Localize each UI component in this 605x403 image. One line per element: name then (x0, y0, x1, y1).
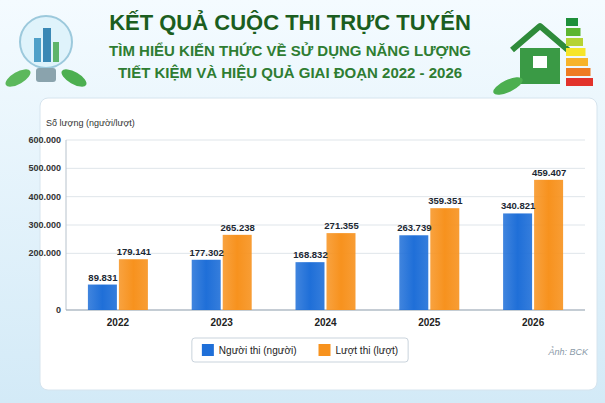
y-axis-title: Số lượng (người/lượt) (46, 118, 135, 128)
grid-line (66, 140, 585, 141)
panel (40, 98, 597, 390)
data-label: 459.407 (532, 167, 566, 178)
chart: KẾT QUẢ CUỘC THI TRỰC TUYẾN TÌM HIỂU KIẾN… (0, 0, 605, 403)
y-tick-label: 0 (56, 305, 61, 315)
data-label: 263.739 (397, 222, 431, 233)
bars (88, 180, 563, 310)
leaf (59, 66, 89, 90)
rating-bar (566, 38, 583, 46)
background (0, 0, 605, 403)
bulb-glass (20, 16, 72, 68)
house-icon (491, 18, 593, 98)
y-axis-line (66, 140, 67, 310)
data-label: 271.355 (324, 220, 359, 231)
data-label: 177.302 (190, 247, 224, 258)
legend-label: Người thi (người) (219, 345, 297, 356)
rating-bar (566, 58, 588, 66)
y-tick-label: 600.000 (28, 135, 61, 145)
x-tick-label: 2023 (211, 317, 234, 328)
house-roof (512, 26, 568, 50)
bar (223, 235, 252, 310)
bar (327, 233, 356, 310)
rating-bar (566, 18, 578, 26)
title: KẾT QUẢ CUỘC THI TRỰC TUYẾN (109, 10, 471, 35)
data-label: 265.238 (221, 222, 255, 233)
labels: 89.831 179.141 177.302 265.238 168.832 271.35… (88, 167, 566, 283)
data-label: 340.821 (501, 200, 536, 211)
house-window (533, 56, 547, 68)
x-tick-label: 2026 (522, 317, 545, 328)
data-label: 179.141 (117, 246, 152, 257)
legend-box (192, 338, 408, 362)
bulb-building (43, 28, 51, 62)
y-tick-label: 200.000 (28, 248, 61, 258)
bar (399, 235, 428, 310)
rating-bar (566, 78, 593, 86)
grid-line (66, 196, 585, 197)
bar (119, 259, 148, 310)
data-label: 89.831 (88, 272, 118, 283)
bar (88, 285, 117, 310)
rating-bar (566, 28, 581, 36)
y-tick-label: 500.000 (28, 163, 61, 173)
legend: Người thi (người) Lượt thi (lượt) (192, 338, 408, 362)
bar (534, 180, 563, 310)
leaf (3, 66, 33, 90)
bar (192, 260, 221, 310)
x-tick-label: 2025 (418, 317, 441, 328)
bar (430, 208, 459, 310)
bar (503, 213, 532, 310)
legend-swatch (202, 344, 214, 356)
y-tick-label: 300.000 (28, 220, 61, 230)
bulb-base (36, 68, 56, 82)
legend-swatch (319, 344, 331, 356)
source: Ảnh: BCK (547, 346, 589, 357)
y-tick-label: 400.000 (28, 192, 61, 202)
bulb-building (34, 38, 41, 62)
data-label: 359.351 (428, 195, 463, 206)
bar (296, 262, 325, 310)
bulb-icon (3, 16, 89, 90)
rating-bar (566, 68, 591, 76)
subtitle: TÌM HIỂU KIẾN THỨC VỀ SỬ DỤNG NĂNG LƯỢNG (109, 42, 471, 59)
data-label: 168.832 (293, 249, 327, 260)
rating-bar (566, 48, 586, 56)
subtitle: TIẾT KIỆM VÀ HIỆU QUẢ GIAI ĐOẠN 2022 - 2… (118, 64, 462, 81)
grid-line (66, 168, 585, 169)
house-body (520, 48, 560, 84)
x-tick-label: 2022 (107, 317, 130, 328)
leaf (491, 74, 525, 98)
bulb-building (53, 42, 59, 62)
x-tick-label: 2024 (314, 317, 337, 328)
legend-label: Lượt thi (lượt) (336, 345, 399, 356)
